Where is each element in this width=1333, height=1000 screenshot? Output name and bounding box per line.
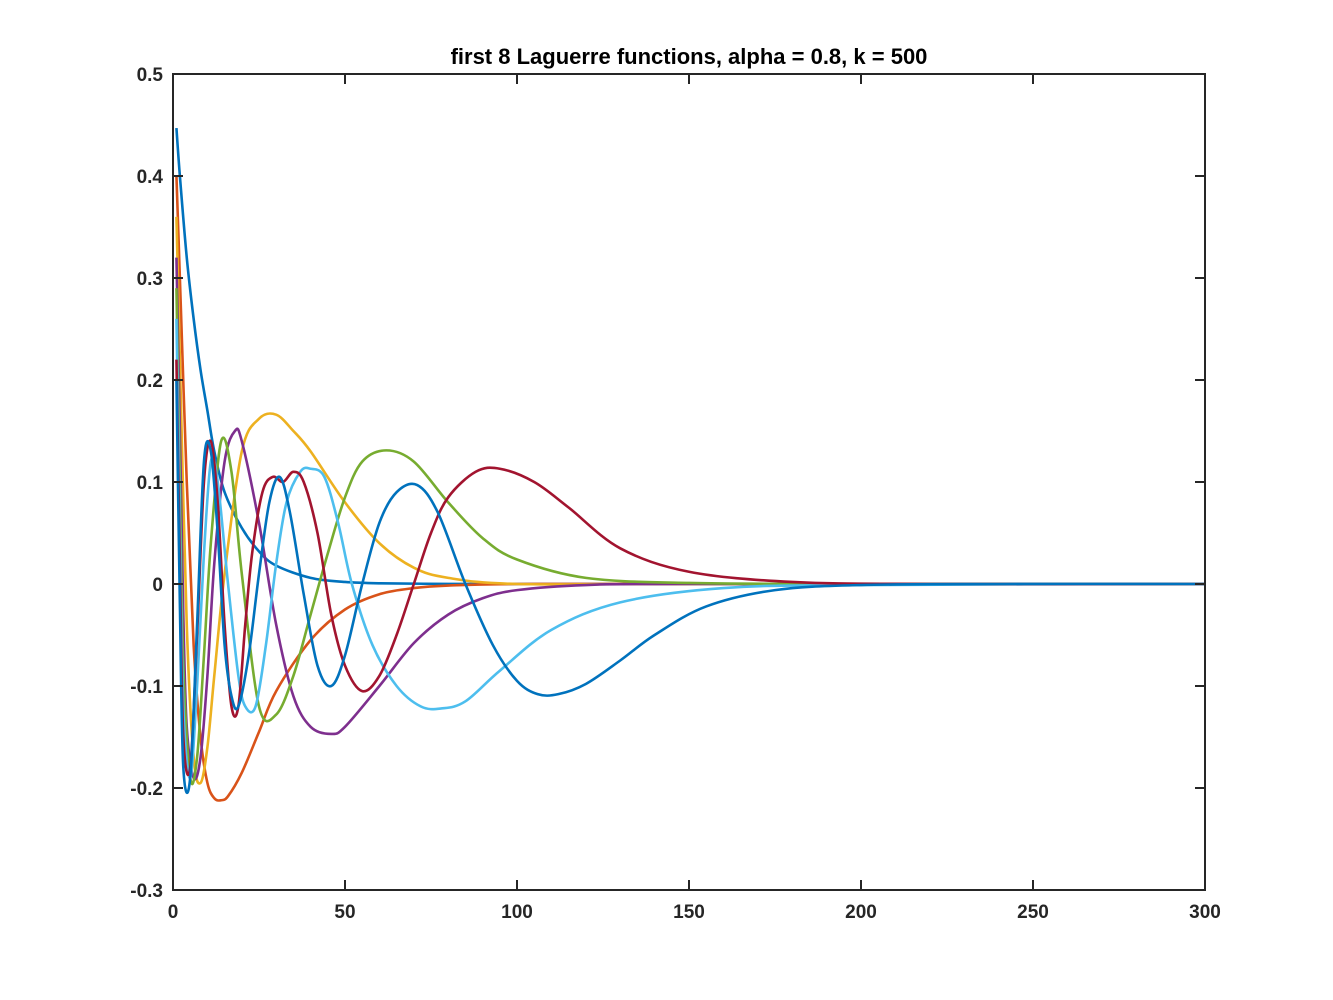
x-tick-label: 250 [1017, 902, 1049, 923]
series-line-5 [175, 288, 1205, 786]
x-tick-label: 150 [673, 902, 705, 923]
chart-title: first 8 Laguerre functions, alpha = 0.8,… [451, 44, 928, 69]
x-tick-label: 300 [1189, 902, 1221, 923]
series-line-8 [175, 379, 1205, 794]
y-tick-label: 0.2 [137, 371, 163, 392]
x-tick-label: 0 [168, 902, 179, 923]
series-group [175, 127, 1205, 802]
x-tick-label: 200 [845, 902, 877, 923]
series-line-3 [175, 216, 1205, 785]
x-tick-label: 50 [334, 902, 355, 923]
y-tick-label: -0.3 [130, 881, 163, 902]
y-tick-label: 0.5 [137, 65, 164, 86]
series-line-6 [175, 318, 1205, 780]
y-tick-label: 0 [152, 575, 163, 596]
plot-area: 0 50 100 150 200 250 300 -0.3 -0.2 -0.1 0 0.1 0.2 0.3… [130, 65, 1221, 923]
y-tick-label: 0.1 [137, 473, 164, 494]
y-tick-label: -0.1 [130, 677, 163, 698]
x-tick-label: 100 [501, 902, 533, 923]
y-tick-label: 0.4 [137, 167, 164, 188]
y-tick-label: -0.2 [130, 779, 163, 800]
y-tick-label: 0.3 [137, 269, 163, 290]
